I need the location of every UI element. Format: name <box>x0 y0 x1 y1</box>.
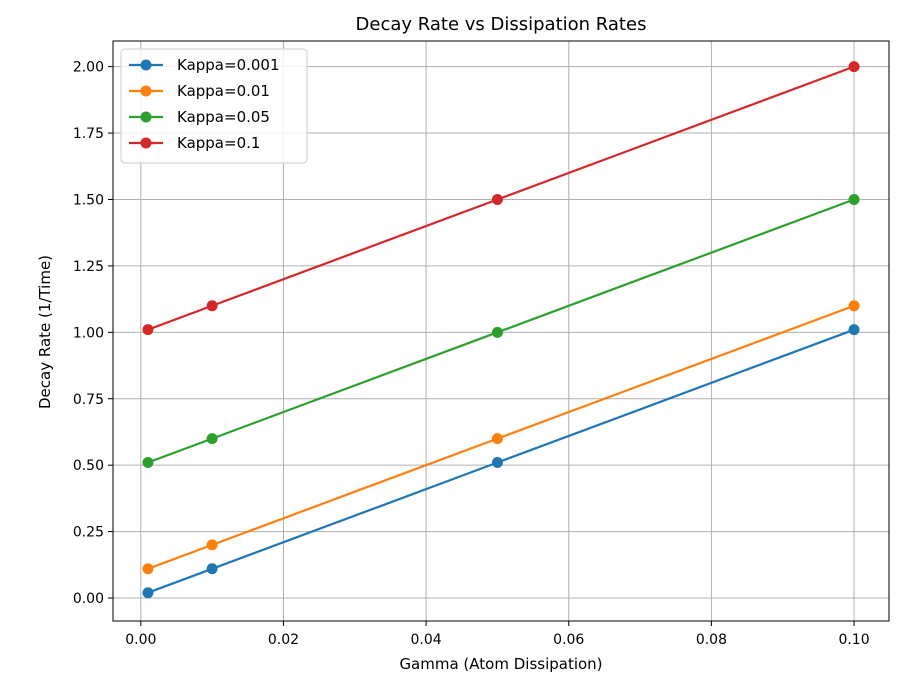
y-tick-label: 1.50 <box>73 192 104 208</box>
series-1 <box>142 324 860 599</box>
legend-marker <box>140 137 152 149</box>
legend-label: Kappa=0.05 <box>177 108 270 126</box>
x-tick-label: 0.02 <box>268 632 299 648</box>
y-tick-label: 1.25 <box>73 259 104 275</box>
y-tick-label: 0.75 <box>73 392 104 408</box>
y-tick-label: 1.75 <box>73 126 104 142</box>
data-point <box>142 324 154 336</box>
data-point <box>848 193 860 205</box>
y-tick-label: 0.00 <box>73 591 104 607</box>
axis-ticks: 0.00 0.02 0.04 0.06 0.08 0.10 0.00 0.25 0.50 0.75… <box>73 60 870 648</box>
data-point <box>491 433 503 445</box>
y-axis-label: Decay Rate (1/Time) <box>36 255 54 409</box>
x-tick-label: 0.00 <box>125 632 156 648</box>
data-point <box>206 563 218 575</box>
data-point <box>206 433 218 445</box>
legend-item: Kappa=0.001 <box>129 56 280 74</box>
data-point <box>491 326 503 338</box>
legend-marker <box>140 59 152 71</box>
series-2 <box>142 300 860 575</box>
legend-label: Kappa=0.01 <box>177 82 270 100</box>
x-tick-label: 0.04 <box>411 632 442 648</box>
data-point <box>142 587 154 599</box>
legend-label: Kappa=0.1 <box>177 134 260 152</box>
legend-item: Kappa=0.1 <box>129 134 260 152</box>
series-line <box>147 198 855 464</box>
x-tick-label: 0.06 <box>553 632 584 648</box>
y-tick-label: 2.00 <box>73 60 104 76</box>
data-point <box>848 61 860 73</box>
data-point <box>491 193 503 205</box>
x-axis-label: Gamma (Atom Dissipation) <box>399 655 602 673</box>
data-point <box>491 457 503 469</box>
y-tick-label: 1.00 <box>73 325 104 341</box>
x-tick-label: 0.08 <box>696 632 727 648</box>
y-tick-label: 0.25 <box>73 525 104 541</box>
legend-label: Kappa=0.001 <box>177 56 280 74</box>
data-point <box>142 563 154 575</box>
legend-item: Kappa=0.05 <box>129 108 270 126</box>
series-lines <box>142 61 860 599</box>
data-point <box>142 457 154 469</box>
series-line <box>147 328 855 594</box>
x-tick-label: 0.10 <box>838 632 869 648</box>
chart-title: Decay Rate vs Dissipation Rates <box>356 14 647 35</box>
plot-frame <box>112 40 890 622</box>
series-4 <box>142 61 860 336</box>
data-point <box>206 539 218 551</box>
data-point <box>206 300 218 312</box>
legend-item: Kappa=0.01 <box>129 82 270 100</box>
legend-box <box>120 48 308 164</box>
legend-marker <box>140 85 152 97</box>
series-line <box>147 304 855 570</box>
data-point <box>848 324 860 336</box>
series-3 <box>142 193 860 469</box>
series-line <box>147 65 855 331</box>
legend: Kappa=0.001 Kappa=0.01 Kappa=0.05 Kappa=0.1 <box>120 48 308 164</box>
y-tick-label: 0.50 <box>73 458 104 474</box>
data-point <box>848 300 860 312</box>
legend-marker <box>140 111 152 123</box>
